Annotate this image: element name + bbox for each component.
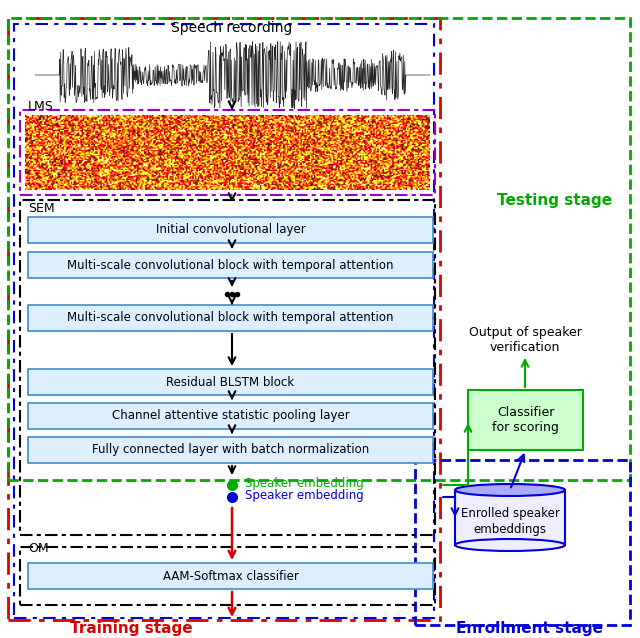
Text: Enrollment stage: Enrollment stage [456, 621, 604, 635]
FancyBboxPatch shape [28, 305, 433, 331]
Ellipse shape [455, 539, 565, 551]
Text: Enrolled speaker
embeddings: Enrolled speaker embeddings [461, 507, 559, 535]
Text: AAM-Softmax classifier: AAM-Softmax classifier [163, 570, 298, 582]
Text: Channel attentive statistic pooling layer: Channel attentive statistic pooling laye… [111, 410, 349, 422]
Text: OM: OM [28, 542, 49, 556]
Text: Speaker embedding: Speaker embedding [245, 477, 364, 489]
FancyBboxPatch shape [28, 563, 433, 589]
Text: Multi-scale convolutional block with temporal attention: Multi-scale convolutional block with tem… [67, 258, 394, 272]
Text: Speaker embedding: Speaker embedding [245, 489, 364, 503]
Text: Residual BLSTM block: Residual BLSTM block [166, 376, 294, 389]
Text: Initial convolutional layer: Initial convolutional layer [156, 223, 305, 237]
FancyBboxPatch shape [28, 369, 433, 395]
Ellipse shape [455, 484, 565, 496]
FancyBboxPatch shape [468, 390, 583, 450]
FancyBboxPatch shape [455, 490, 565, 545]
Text: Output of speaker
verification: Output of speaker verification [468, 326, 581, 354]
Text: Speech recording: Speech recording [172, 21, 292, 35]
Text: Training stage: Training stage [70, 621, 193, 635]
FancyBboxPatch shape [28, 217, 433, 243]
Text: Testing stage: Testing stage [497, 193, 612, 207]
FancyBboxPatch shape [28, 252, 433, 278]
Text: SEM: SEM [28, 202, 54, 214]
Text: Fully connected layer with batch normalization: Fully connected layer with batch normali… [92, 443, 369, 457]
FancyBboxPatch shape [28, 403, 433, 429]
FancyBboxPatch shape [28, 437, 433, 463]
Text: Classifier
for scoring: Classifier for scoring [492, 406, 559, 434]
Text: Multi-scale convolutional block with temporal attention: Multi-scale convolutional block with tem… [67, 311, 394, 325]
Text: LMS: LMS [28, 101, 54, 114]
